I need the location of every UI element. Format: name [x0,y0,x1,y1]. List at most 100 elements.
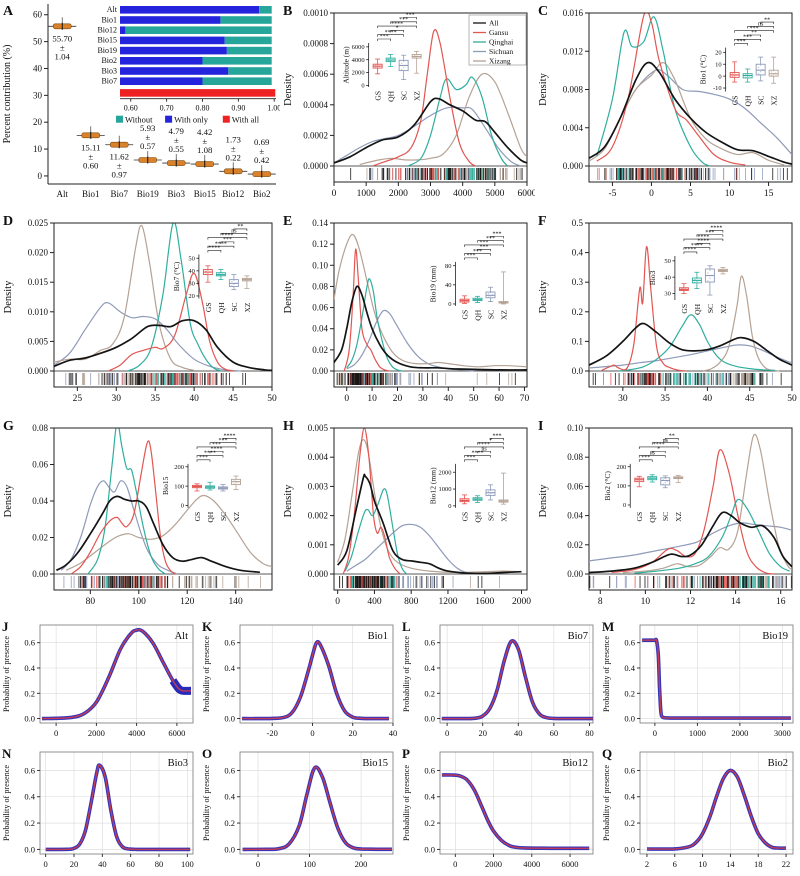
svg-text:0.04: 0.04 [312,324,328,334]
svg-text:0: 0 [718,73,721,80]
y-axis: 0.00 0.02 0.04 0.06 0.08 [32,423,54,579]
curve-all [589,511,792,574]
svg-text:***: *** [473,249,482,255]
svg-text:0.015: 0.015 [28,277,49,287]
svg-text:***: *** [380,34,389,40]
y-axis-label: Density [538,72,549,105]
bar-category-label: Bio7 [101,77,117,86]
svg-text:1000: 1000 [357,189,376,199]
curve-xizang [359,72,527,166]
svg-text:0.02: 0.02 [567,540,583,550]
variable-label: Bio15 [362,758,388,769]
svg-text:40: 40 [33,63,43,73]
svg-text:8: 8 [598,597,603,607]
panel-letter: O [202,746,212,761]
svg-text:0.12: 0.12 [312,239,328,249]
svg-text:10: 10 [725,189,735,199]
svg-text:0.0: 0.0 [224,714,235,724]
y-axis-label: Probability of presence [202,765,211,841]
svg-text:*: * [657,446,660,452]
y-axis: 0.000 0.001 0.002 0.003 0.004 0.005 [308,423,334,579]
svg-text:55.70: 55.70 [52,33,72,43]
svg-text:0.57: 0.57 [140,141,156,151]
svg-text:****: **** [653,442,665,448]
legend-label: Sichuan [489,47,513,56]
svg-text:40: 40 [445,282,452,289]
panel-letter: K [202,619,213,634]
svg-text:0.2: 0.2 [224,688,235,698]
panel-a: 0 10 20 30 40 50 60 Percent contribution (%) Alt… [0,0,281,210]
svg-text:0.5: 0.5 [572,218,584,228]
svg-text:0.02: 0.02 [32,533,48,543]
panel-c: 0.000 0.004 0.008 0.012 0.016 -5 0 5 10 15 Density… [535,0,800,210]
svg-text:0: 0 [181,503,184,510]
contribution-marker [162,154,191,167]
svg-text:0.6: 0.6 [24,638,35,648]
svg-text:0.0008: 0.0008 [303,39,328,49]
inset-y-label: Bio12 (mm) [429,467,438,504]
inset-y-label: Bio2 (°C) [603,471,612,501]
panel-m: 0.0 0.2 0.4 0.6 0 1000 2000 3000 Probability of … [600,618,800,745]
svg-text:***: *** [750,26,759,32]
svg-text:0.60: 0.60 [124,104,138,113]
svg-text:20: 20 [393,394,403,404]
svg-text:XZ: XZ [243,302,252,312]
svg-text:22: 22 [782,859,791,869]
y-axis-label: Probability of presence [202,636,211,712]
svg-text:*: * [489,438,492,444]
svg-text:30: 30 [112,394,122,404]
svg-text:0.2: 0.2 [624,688,635,698]
svg-text:0.1: 0.1 [572,336,583,346]
svg-text:0.0: 0.0 [224,844,235,854]
x-axis: 30 35 40 45 50 [618,387,797,404]
svg-text:50: 50 [188,255,195,262]
svg-text:0.0: 0.0 [624,714,635,724]
svg-text:QH: QH [217,302,226,313]
svg-text:1.04: 1.04 [55,51,71,61]
svg-text:0.012: 0.012 [563,46,583,56]
bar-category-label: Bio12 [97,26,117,35]
svg-text:0.08: 0.08 [312,281,328,291]
mean-response-curve [441,774,590,850]
plot-border [333,222,528,388]
y-axis-label: Density [283,280,294,313]
curve-all [336,473,522,575]
svg-text:XZ: XZ [413,91,422,101]
svg-text:50: 50 [33,37,43,47]
mean-response-curve [242,766,392,851]
svg-text:0.06: 0.06 [312,303,328,313]
y-axis: 0.0 0.1 0.2 0.3 0.4 0.5 [572,218,589,376]
svg-text:2000: 2000 [88,728,105,738]
curve-qinghai [596,16,711,167]
credible-band [242,765,392,852]
svg-text:16: 16 [776,597,786,607]
bar-category-label: Bio2 [101,56,117,65]
svg-text:20: 20 [33,117,43,127]
svg-text:70: 70 [520,394,530,404]
value-label: 11.62±0.97 [110,152,129,180]
svg-text:0.2: 0.2 [424,688,435,698]
svg-text:XZ: XZ [674,511,683,521]
y-axis-label: Probability of presence [2,636,11,712]
svg-text:1000: 1000 [439,486,452,493]
rug [350,168,523,180]
svg-text:1.00: 1.00 [267,104,280,113]
curve-gansu [611,449,775,575]
panel-k: 0.0 0.2 0.4 0.6 -20 0 20 40 Probability of prese… [200,618,400,745]
category-label: Bio1 [82,189,100,199]
svg-text:0.025: 0.025 [28,218,49,228]
svg-text:0.14: 0.14 [312,218,328,228]
svg-text:QH: QH [744,95,753,106]
mean-response-curve [646,769,787,850]
svg-text:0.6: 0.6 [624,765,635,775]
svg-text:XZ: XZ [232,511,241,521]
svg-text:***: *** [467,253,476,259]
svg-text:0.2: 0.2 [424,818,435,828]
svg-text:0.70: 0.70 [160,104,174,113]
svg-text:18: 18 [754,859,763,869]
svg-text:0.4: 0.4 [424,663,435,673]
svg-text:0.04: 0.04 [567,511,583,521]
svg-text:0.80: 0.80 [195,104,209,113]
svg-text:****: **** [691,243,703,249]
svg-text:0: 0 [361,83,364,90]
